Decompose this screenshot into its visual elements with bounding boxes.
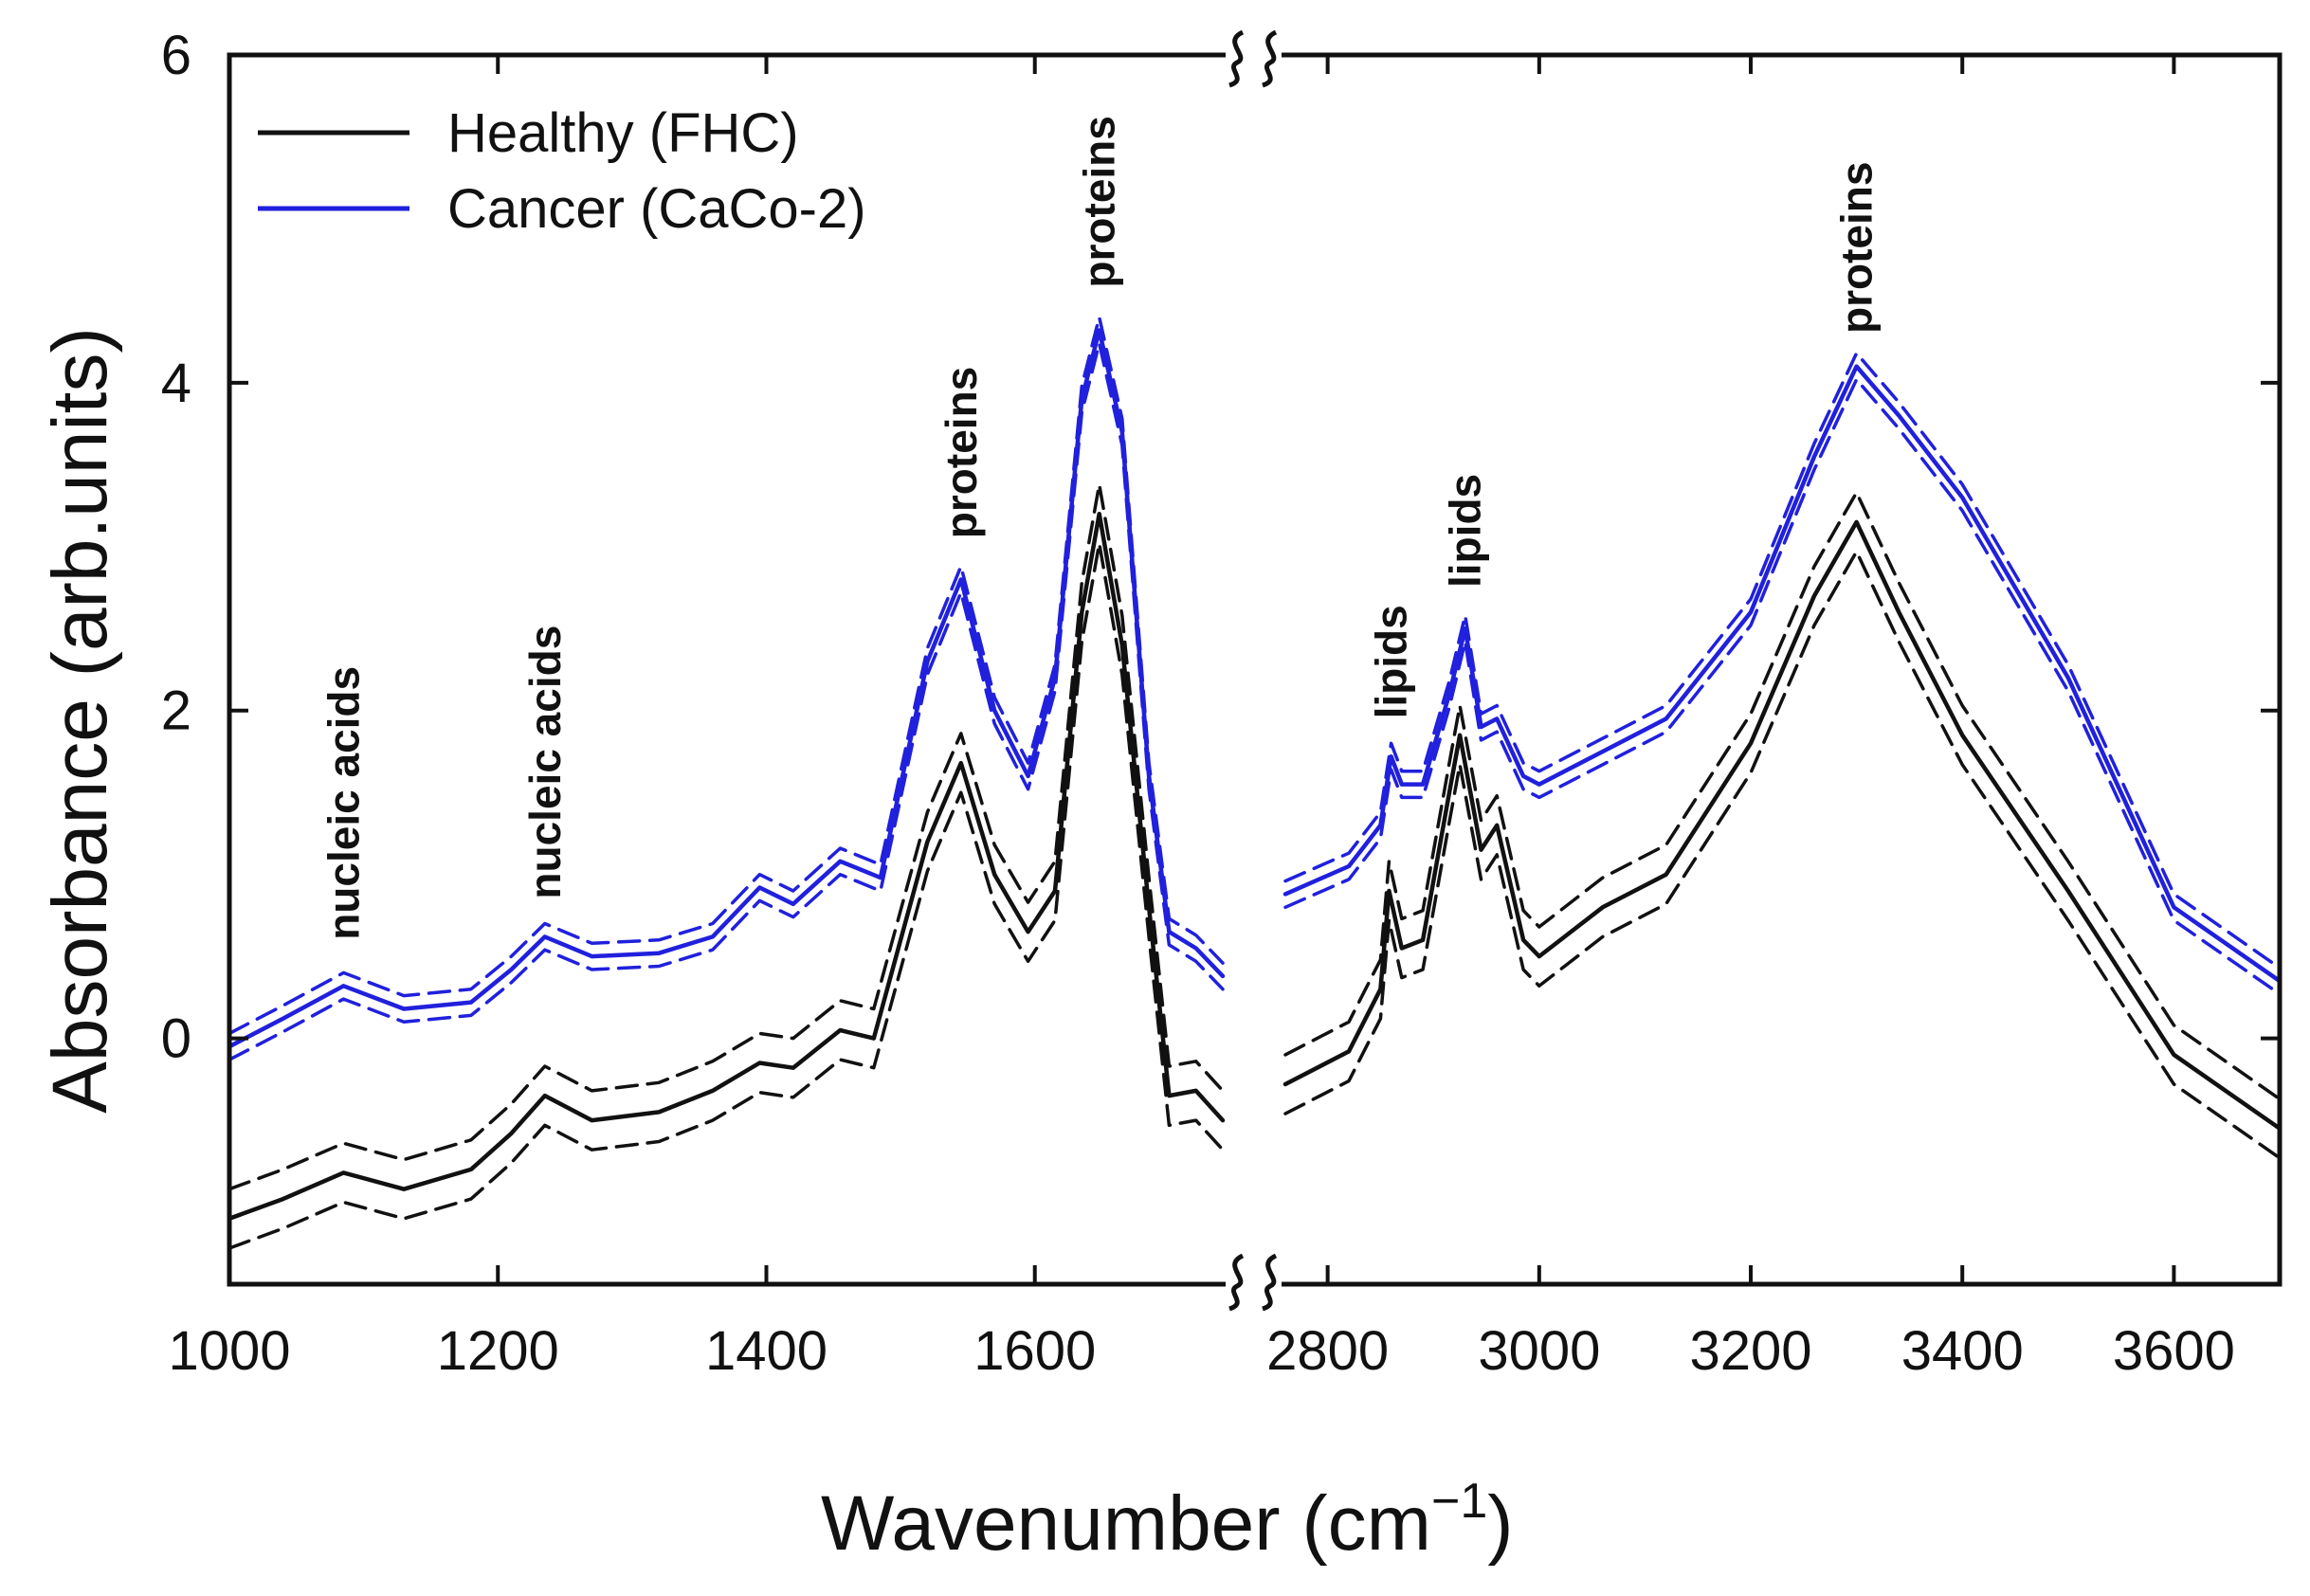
series-curves xyxy=(227,315,2283,1250)
x-axis-title-close: ) xyxy=(1487,1480,1513,1567)
legend: Healthy (FHC) Cancer (CaCo-2) xyxy=(258,102,866,240)
series-1-high-wavenumber-upper-bound xyxy=(1283,351,2282,970)
y-tick-label: 4 xyxy=(161,353,191,414)
axis-break-bottom-right xyxy=(1262,1253,1278,1312)
axis-ticks: 0 2 4 6 1000 1200 1400 1600 2800 3000 3200 3400 3600 xyxy=(161,25,2280,1382)
y-tick-label: 2 xyxy=(161,680,191,742)
y-tick-label: 0 xyxy=(161,1008,191,1070)
peak-annotation: nucleic acids xyxy=(520,626,570,899)
plot-frame xyxy=(227,29,2283,1312)
series-1-fingerprint-mean xyxy=(227,328,1226,1049)
x-tick-label: 2800 xyxy=(1266,1320,1389,1382)
series-1-fingerprint-upper-bound xyxy=(227,315,1225,1036)
series-1-high-wavenumber-lower-bound xyxy=(1283,377,2282,996)
series-1-high-wavenumber-mean xyxy=(1282,364,2283,984)
peak-annotation: proteins xyxy=(937,367,986,538)
x-tick-label: 3600 xyxy=(2113,1320,2235,1382)
peak-annotation: lipids xyxy=(1367,605,1416,718)
axis-break-bottom-left xyxy=(1228,1253,1245,1312)
x-tick-label: 3000 xyxy=(1478,1320,1600,1382)
axis-break-top-right xyxy=(1262,29,1278,88)
x-axis-title: Wavenumber (cm−1) xyxy=(821,1474,1514,1567)
peak-annotation: lipids xyxy=(1441,474,1490,588)
x-tick-label: 1200 xyxy=(437,1320,559,1382)
series-1-fingerprint-lower-bound xyxy=(227,341,1225,1061)
peak-annotation: nucleic acids xyxy=(318,666,368,940)
series-0-fingerprint-lower-bound xyxy=(227,541,1225,1250)
peak-annotation: proteins xyxy=(1075,116,1124,287)
y-tick-label: 6 xyxy=(161,25,191,86)
series-0-fingerprint-mean xyxy=(227,511,1226,1222)
legend-label-healthy: Healthy (FHC) xyxy=(447,102,799,164)
peak-annotation: proteins xyxy=(1832,162,1882,334)
x-tick-label: 1600 xyxy=(973,1320,1096,1382)
x-axis-title-main: Wavenumber (cm xyxy=(821,1480,1431,1567)
x-tick-label: 3200 xyxy=(1690,1320,1812,1382)
frame-left-panel xyxy=(227,52,1226,1287)
y-axis-title: Absorbance (arb.units) xyxy=(37,327,123,1114)
series-0-fingerprint-upper-bound xyxy=(227,482,1225,1191)
x-tick-label: 1400 xyxy=(705,1320,828,1382)
x-axis-title-superscript: −1 xyxy=(1431,1474,1487,1529)
series-0-high-wavenumber-lower-bound xyxy=(1283,550,2282,1160)
peak-annotations: nucleic acids nucleic acids proteins protei… xyxy=(318,116,1881,940)
series-0-high-wavenumber-mean xyxy=(1282,519,2283,1131)
frame-right-panel xyxy=(1282,52,2283,1287)
series-0-high-wavenumber-upper-bound xyxy=(1283,490,2282,1101)
axis-break-top-left xyxy=(1228,29,1245,88)
x-tick-label: 1000 xyxy=(168,1320,290,1382)
x-tick-label: 3400 xyxy=(1901,1320,2024,1382)
legend-label-cancer: Cancer (CaCo-2) xyxy=(447,178,866,240)
